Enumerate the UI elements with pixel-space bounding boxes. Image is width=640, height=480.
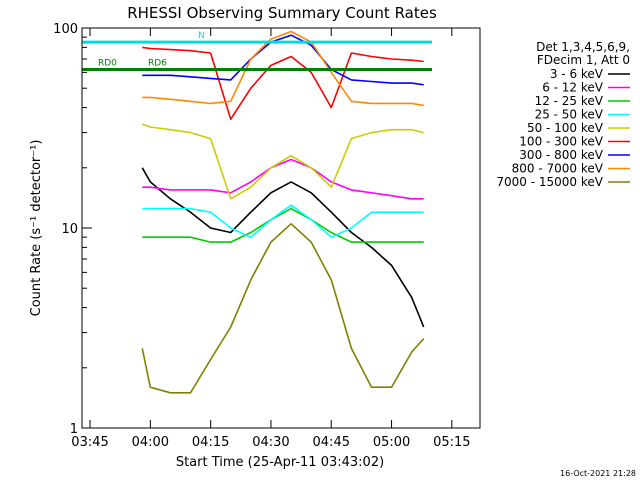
series-line-0 xyxy=(141,167,425,328)
legend-header-line-2: FDecim 1, Att 0 xyxy=(537,53,630,67)
y-tick-label-1: 10 xyxy=(61,222,78,237)
marker-label-1: RD6 xyxy=(148,59,167,69)
x-axis: 03:45 04:00 04:15 04:30 04:45 05:00 05:15 xyxy=(71,28,471,450)
x-tick-label-0: 03:45 xyxy=(71,435,108,450)
timestamp: 16-Oct-2021 21:28 xyxy=(560,469,636,478)
series-line-4 xyxy=(142,123,424,200)
legend-label-6: 300 - 800 keV xyxy=(519,148,603,162)
legend-label-7: 800 - 7000 keV xyxy=(512,162,604,176)
y-axis-label: Count Rate (s⁻¹ detector⁻¹) xyxy=(29,140,44,317)
y-axis: 1 10 100 xyxy=(53,22,92,437)
legend-label-8: 7000 - 15000 keV xyxy=(496,175,603,189)
series-line-6 xyxy=(142,34,424,86)
legend-label-4: 50 - 100 keV xyxy=(527,121,604,135)
series-line-5 xyxy=(142,46,424,120)
x-tick-label-6: 05:15 xyxy=(433,435,470,450)
x-tick-label-3: 04:30 xyxy=(252,435,289,450)
legend-label-3: 25 - 50 keV xyxy=(535,108,604,122)
marker-label-0: RD0 xyxy=(98,59,117,69)
series-line-1 xyxy=(142,158,424,200)
x-axis-label: Start Time (25-Apr-11 03:43:02) xyxy=(176,455,384,470)
marker-label-2: N xyxy=(198,31,205,41)
series-layer xyxy=(141,30,425,394)
series-line-7 xyxy=(142,30,424,107)
x-tick-label-5: 05:00 xyxy=(373,435,410,450)
plot-area: RD0 RD6 N 03:45 04:00 04:15 04:30 04:45 05:00 05… xyxy=(53,22,481,450)
y-tick-label-0: 1 xyxy=(70,422,78,437)
x-tick-label-1: 04:00 xyxy=(132,435,169,450)
series-line-8 xyxy=(141,223,425,394)
legend-label-5: 100 - 300 keV xyxy=(519,135,603,149)
x-tick-label-4: 04:45 xyxy=(313,435,350,450)
legend-label-1: 6 - 12 keV xyxy=(542,81,604,95)
legend-label-2: 12 - 25 keV xyxy=(535,94,604,108)
legend-header-line-1: Det 1,3,4,5,6,9, xyxy=(536,40,630,54)
series-line-2 xyxy=(142,207,424,243)
y-tick-label-2: 100 xyxy=(53,22,78,37)
chart-title: RHESSI Observing Summary Count Rates xyxy=(127,4,437,22)
marker-layer: RD0 RD6 N xyxy=(82,31,432,72)
series-line-3 xyxy=(142,204,424,238)
x-tick-label-2: 04:15 xyxy=(192,435,229,450)
legend-label-0: 3 - 6 keV xyxy=(550,67,604,81)
legend: Det 1,3,4,5,6,9, FDecim 1, Att 0 3 - 6 k… xyxy=(496,40,630,189)
